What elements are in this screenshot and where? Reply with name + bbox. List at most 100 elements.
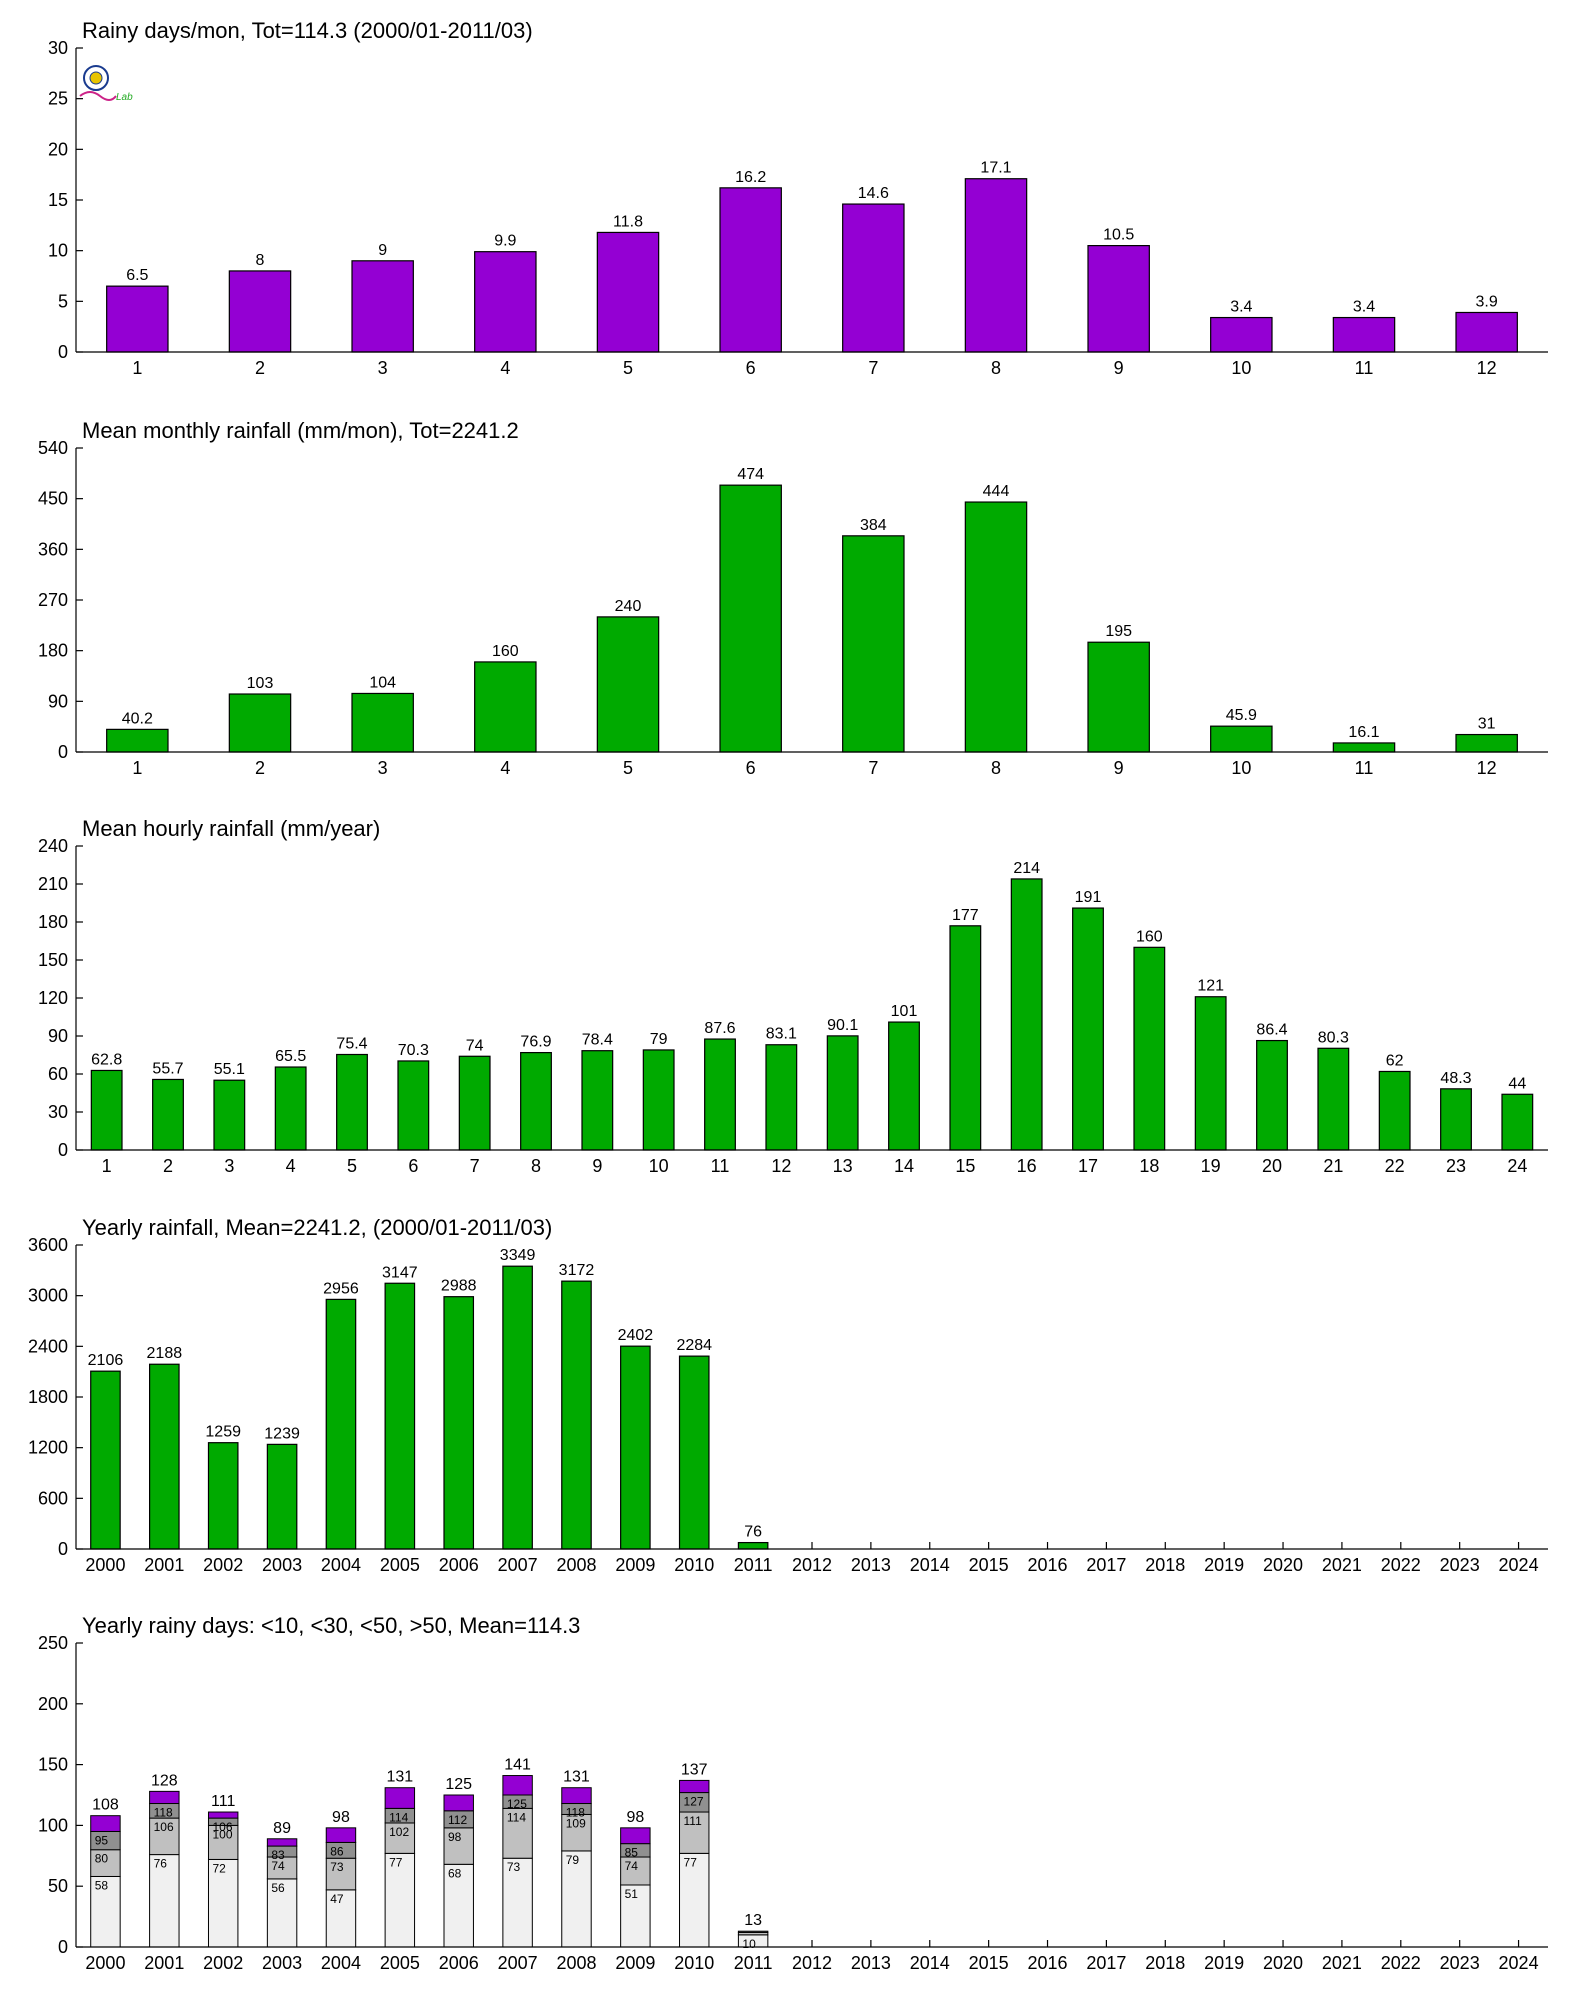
x-tick-label: 9 xyxy=(1114,358,1124,378)
x-tick-label: 2017 xyxy=(1086,1953,1126,1973)
x-tick-label: 12 xyxy=(771,1156,791,1176)
research-lab-logo-icon: Lab xyxy=(79,65,133,103)
bar-value-label: 79 xyxy=(650,1031,668,1048)
segment-value-label: 86 xyxy=(330,1844,344,1858)
bar-value-label: 48.3 xyxy=(1440,1070,1471,1087)
bar-value-label: 75.4 xyxy=(336,1035,367,1052)
x-tick-label: 2012 xyxy=(792,1555,832,1575)
segment-value-label: 83 xyxy=(271,1848,285,1862)
x-tick-label: 2007 xyxy=(498,1555,538,1575)
x-tick-label: 13 xyxy=(833,1156,853,1176)
bar-segment xyxy=(149,1817,180,1856)
segment-value-label: 74 xyxy=(625,1859,639,1873)
bar xyxy=(149,1363,180,1550)
bar-value-label: 31 xyxy=(1478,716,1496,733)
bar xyxy=(561,1280,592,1550)
bar-segment xyxy=(149,1790,180,1805)
bar-total-label: 131 xyxy=(386,1769,413,1786)
bar xyxy=(228,270,292,353)
chart-rainy-days-per-month: Rainy days/mon, Tot=114.3 (2000/01-2011/… xyxy=(48,18,1548,378)
y-tick-label: 20 xyxy=(48,139,68,159)
bar-value-label: 83.1 xyxy=(766,1026,797,1043)
x-tick-label: 15 xyxy=(955,1156,975,1176)
bar xyxy=(678,1355,710,1550)
x-tick-label: 11 xyxy=(711,1156,730,1176)
bar-value-label: 11.8 xyxy=(613,213,643,230)
x-tick-label: 11 xyxy=(1355,758,1374,778)
segment-value-label: 10 xyxy=(742,1937,756,1951)
bar xyxy=(474,251,537,353)
segment-value-label: 76 xyxy=(154,1857,168,1871)
y-tick-label: 600 xyxy=(38,1488,68,1508)
bar xyxy=(1210,316,1273,353)
y-tick-label: 270 xyxy=(38,590,68,610)
bar-value-label: 101 xyxy=(891,1003,918,1020)
bar xyxy=(620,1345,651,1550)
segment-value-label: 51 xyxy=(625,1887,639,1901)
bar-segment xyxy=(620,1827,651,1845)
x-tick-label: 2021 xyxy=(1322,1953,1362,1973)
segment-value-label: 118 xyxy=(154,1806,173,1820)
y-tick-label: 1800 xyxy=(28,1387,68,1407)
bar-total-label: 98 xyxy=(332,1809,350,1826)
segment-value-label: 102 xyxy=(389,1825,409,1839)
y-tick-label: 25 xyxy=(48,89,68,109)
bar xyxy=(106,285,169,353)
x-tick-label: 2008 xyxy=(556,1953,596,1973)
bar-value-label: 16.1 xyxy=(1348,724,1379,741)
x-tick-label: 6 xyxy=(746,758,756,778)
bar xyxy=(90,1370,121,1550)
x-tick-label: 2016 xyxy=(1027,1953,1067,1973)
x-tick-label: 2006 xyxy=(439,1555,479,1575)
bar-segment xyxy=(443,1827,474,1865)
x-tick-label: 11 xyxy=(1355,358,1374,378)
chart-title: Yearly rainfall, Mean=2241.2, (2000/01-2… xyxy=(82,1215,552,1240)
chart-yearly-rainfall: Yearly rainfall, Mean=2241.2, (2000/01-2… xyxy=(28,1215,1548,1575)
segment-value-label: 58 xyxy=(95,1878,109,1892)
y-tick-label: 30 xyxy=(48,38,68,58)
bar xyxy=(228,693,292,753)
bar-value-label: 2956 xyxy=(323,1280,359,1297)
bar-total-label: 98 xyxy=(626,1809,644,1826)
x-tick-label: 2011 xyxy=(734,1953,773,1973)
x-tick-label: 2018 xyxy=(1145,1555,1185,1575)
y-tick-label: 30 xyxy=(48,1102,68,1122)
bar-value-label: 45.9 xyxy=(1226,707,1257,724)
bar-value-label: 9.9 xyxy=(494,233,516,250)
x-tick-label: 2011 xyxy=(734,1555,773,1575)
bar-value-label: 90.1 xyxy=(827,1017,858,1034)
y-tick-label: 450 xyxy=(38,489,68,509)
bar-value-label: 104 xyxy=(369,674,396,691)
x-tick-label: 4 xyxy=(286,1156,296,1176)
bar-value-label: 121 xyxy=(1197,978,1224,995)
x-tick-label: 19 xyxy=(1201,1156,1221,1176)
x-tick-label: 21 xyxy=(1323,1156,1343,1176)
bar xyxy=(642,1049,675,1151)
x-tick-label: 2009 xyxy=(615,1555,655,1575)
y-tick-label: 180 xyxy=(38,912,68,932)
bar xyxy=(826,1035,859,1151)
x-tick-label: 5 xyxy=(347,1156,357,1176)
x-tick-label: 2014 xyxy=(910,1953,950,1973)
chart-mean-monthly-rainfall: Mean monthly rainfall (mm/mon), Tot=2241… xyxy=(38,418,1548,778)
bar-value-label: 17.1 xyxy=(980,160,1011,177)
bar-segment xyxy=(90,1815,121,1832)
x-tick-label: 16 xyxy=(1017,1156,1037,1176)
bar-value-label: 76.9 xyxy=(520,1034,551,1051)
logo-swoosh-shape xyxy=(79,91,117,101)
x-tick-label: 7 xyxy=(470,1156,480,1176)
bar-value-label: 3.9 xyxy=(1476,293,1498,310)
y-tick-label: 120 xyxy=(38,988,68,1008)
x-tick-label: 2022 xyxy=(1381,1953,1421,1973)
x-tick-label: 2009 xyxy=(615,1953,655,1973)
x-tick-label: 2005 xyxy=(380,1555,420,1575)
bar-segment xyxy=(502,1857,533,1948)
x-tick-label: 5 xyxy=(623,358,633,378)
bar-value-label: 3147 xyxy=(382,1264,418,1281)
x-tick-label: 3 xyxy=(378,358,388,378)
bar xyxy=(1455,733,1518,753)
logo-seal-center xyxy=(89,71,103,85)
chart-mean-hourly-rainfall: Mean hourly rainfall (mm/year)0306090120… xyxy=(38,816,1548,1176)
chart-yearly-rainy-days: Yearly rainy days: <10, <30, <50, >50, M… xyxy=(38,1613,1548,1973)
x-tick-label: 2022 xyxy=(1381,1555,1421,1575)
